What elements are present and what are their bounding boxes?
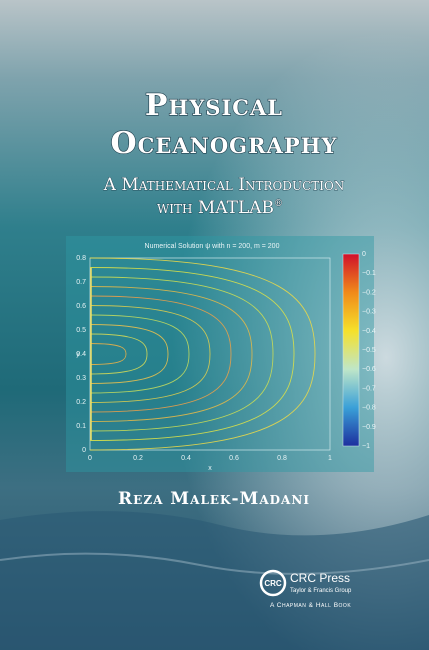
contours — [89, 257, 316, 451]
publisher-group: Taylor & Francis Group — [290, 588, 352, 594]
y-tick-label: 0.3 — [76, 375, 86, 382]
publisher-name: CRC Press — [290, 571, 350, 585]
contour-line — [89, 257, 316, 451]
contour-line — [89, 276, 274, 432]
subtitle-line: A Mathematical Introduction — [103, 175, 345, 195]
colorbar-tick-label: −0.2 — [362, 289, 376, 296]
plot-title: Numerical Solution ψ with n = 200, m = 2… — [145, 243, 280, 250]
y-tick-label: 0.6 — [76, 303, 86, 310]
x-tick-label: 1 — [328, 455, 332, 462]
colorbar-tick-label: −0.6 — [362, 366, 376, 373]
logo-ring — [259, 569, 287, 597]
contour-line — [89, 267, 295, 441]
colorbar-tick-label: −1 — [362, 443, 370, 450]
colorbar-tick-label: −0.9 — [362, 424, 376, 431]
plot-inset: Numerical Solution ψ with n = 200, m = 2… — [66, 236, 376, 472]
x-tick-label: 0.4 — [181, 455, 191, 462]
title-line: Oceanography — [111, 126, 338, 161]
contour-line — [89, 324, 169, 384]
sea-foam — [0, 552, 429, 575]
author: Reza Malek-Madani — [118, 489, 310, 509]
colorbar-tick-label: −0.1 — [362, 270, 376, 277]
registered-mark: ® — [274, 199, 283, 209]
publisher-logo: CRC CRC Press Taylor & Francis Group A C… — [259, 569, 352, 609]
colorbar-tick-label: −0.8 — [362, 405, 376, 412]
contour-line — [89, 286, 253, 422]
sea — [0, 511, 429, 650]
x-tick-label: 0.6 — [229, 455, 239, 462]
y-tick-label: 0.5 — [76, 327, 86, 334]
x-tick-label: 0.2 — [133, 455, 143, 462]
x-tick-label: 0.8 — [277, 455, 287, 462]
colorbar-tick-label: −0.4 — [362, 328, 376, 335]
colorbar — [342, 253, 360, 447]
plot-frame — [89, 257, 331, 451]
x-label: x — [208, 465, 212, 472]
plot-panel — [66, 236, 374, 472]
colorbar-tick-label: 0 — [362, 251, 366, 258]
y-tick-label: 0.8 — [76, 255, 86, 262]
colorbar-tick-label: −0.3 — [362, 309, 376, 316]
contour-line — [89, 343, 127, 365]
subtitle-line: with MATLAB® — [157, 198, 283, 218]
y-tick-label: 0.7 — [76, 279, 86, 286]
y-tick-label: 0.2 — [76, 399, 86, 406]
y-tick-label: 0 — [82, 447, 86, 454]
y-tick-label: 0.4 — [76, 351, 86, 358]
contour-line — [89, 314, 190, 394]
x-tick-label: 0 — [88, 455, 92, 462]
y-tick-label: 0.1 — [76, 423, 86, 430]
contour-line — [89, 333, 148, 375]
y-label: y — [76, 351, 80, 358]
publisher-imprint: A Chapman & Hall Book — [270, 602, 351, 609]
logo-text: CRC — [264, 579, 282, 588]
colorbar-tick-label: −0.5 — [362, 347, 376, 354]
contour-line — [89, 295, 232, 413]
colorbar-tick-label: −0.7 — [362, 385, 376, 392]
contour-line — [89, 305, 211, 403]
title-line: Physical — [145, 88, 283, 123]
subtitle-text: with MATLAB — [157, 198, 274, 218]
